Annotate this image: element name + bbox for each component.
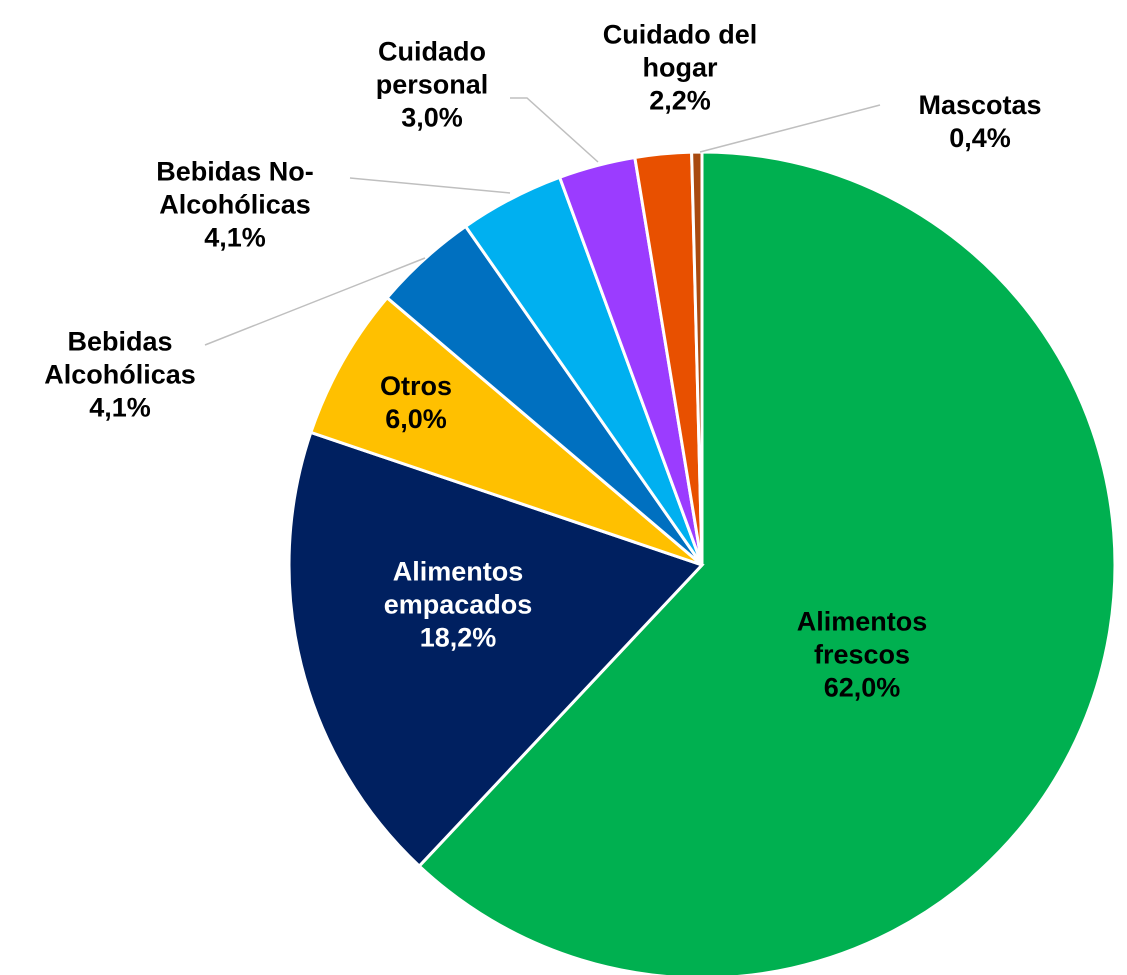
value-label: 4,1% — [204, 222, 266, 253]
category-label: Otros — [379, 371, 452, 401]
data-label: Alimentos frescos 62,0% — [762, 606, 962, 705]
category-label: Mascotas — [918, 90, 1042, 120]
category-label: Bebidas Alcohólicas — [44, 326, 196, 390]
data-label: Alimentos empacados 18,2% — [343, 556, 573, 655]
value-label: 2,2% — [649, 85, 711, 116]
leader-line — [349, 177, 511, 194]
value-label: 62,0% — [823, 672, 901, 703]
data-label: Otros 6,0% — [356, 370, 476, 436]
pie-slice — [308, 295, 703, 567]
pie-slice — [417, 150, 1117, 975]
category-label: Cuidado personal — [375, 36, 489, 100]
category-label: Alimentos frescos — [796, 606, 928, 670]
data-label: Cuidado del hogar 2,2% — [570, 19, 790, 118]
category-label: Bebidas No-Alcohólicas — [156, 156, 314, 220]
leader-line — [510, 97, 599, 163]
value-label: 18,2% — [419, 622, 497, 653]
data-label: Cuidado personal 3,0% — [347, 36, 517, 135]
category-label: Alimentos empacados — [383, 556, 533, 620]
category-label: Cuidado del hogar — [602, 19, 758, 83]
data-label: Bebidas No-Alcohólicas 4,1% — [115, 156, 355, 255]
value-label: 4,1% — [89, 392, 151, 423]
value-label: 0,4% — [949, 123, 1011, 153]
data-label: Mascotas 0,4% — [880, 89, 1080, 155]
value-label: 6,0% — [385, 404, 447, 434]
leader-line — [204, 257, 426, 346]
data-label: Bebidas Alcohólicas 4,1% — [15, 326, 225, 425]
pie-slice — [287, 430, 705, 869]
value-label: 3,0% — [401, 102, 463, 133]
leader-line — [699, 104, 881, 153]
